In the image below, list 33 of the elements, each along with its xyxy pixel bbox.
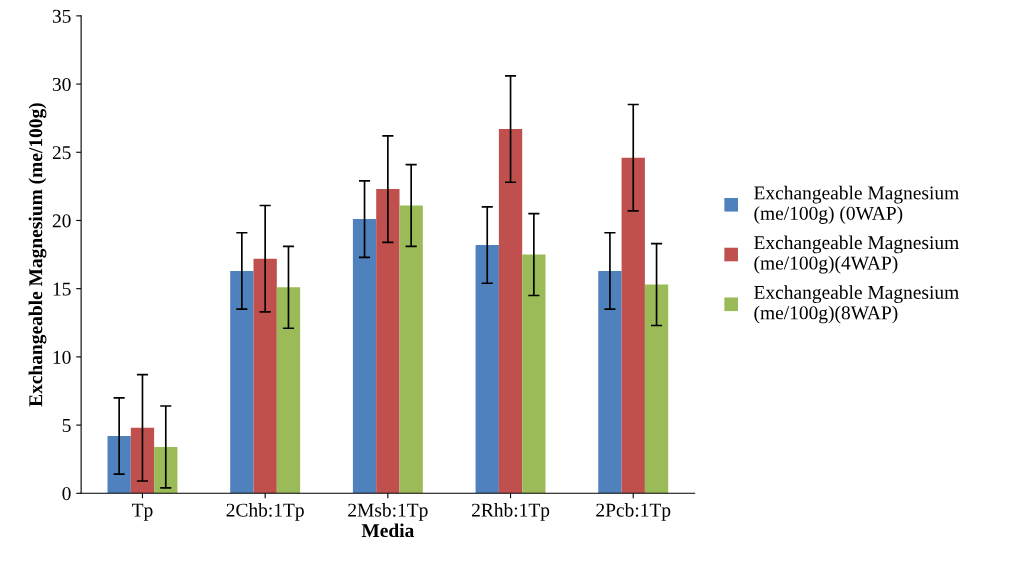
bar [399,205,423,494]
x-tick-label: 2Rhb:1Tp [471,503,550,521]
y-tick-label: 35 [52,9,71,23]
bar [522,254,546,494]
y-tick-label: 5 [62,419,71,433]
y-tick-label: 30 [52,77,71,92]
legend-label: Exchangeable Magnesium (me/100g)(4WAP) [754,235,959,274]
bar [621,157,645,494]
bar [475,245,499,494]
x-tick-label: 2Chb:1Tp [226,503,304,521]
y-tick-label: 0 [62,487,71,501]
bar [498,129,523,494]
legend-label: Exchangeable Magnesium (me/100g) (0WAP) [754,185,959,224]
bar [644,284,669,494]
bar [107,436,131,494]
bar [352,219,377,494]
y-tick-label: 25 [52,146,71,160]
x-tick-label: Tp [132,503,153,521]
bar [154,446,178,494]
y-tick-label: 20 [52,214,71,228]
x-axis-title: Media [361,523,415,538]
bar [253,258,277,494]
bar [130,427,155,494]
x-tick-label: 2Pcb:1Tp [596,503,671,521]
x-tick-label: 2Msb:1Tp [348,503,428,521]
bar [376,189,400,494]
bar [598,270,622,494]
bar [276,287,301,494]
y-tick-label: 15 [53,282,71,296]
y-tick-label: 10 [53,350,71,364]
y-axis-title: Exchangeable Magnesium (me/100g) [28,103,47,407]
bar [230,270,254,494]
legend-label: Exchangeable Magnesium (me/100g)(8WAP) [754,285,959,324]
